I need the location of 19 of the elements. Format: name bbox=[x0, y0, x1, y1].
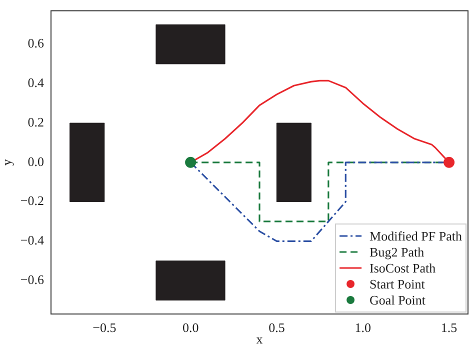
y-tick-label: 0.4 bbox=[28, 75, 44, 90]
x-tick-label: 1.5 bbox=[440, 320, 458, 336]
legend-label: Start Point bbox=[370, 276, 426, 292]
legend-label: Bug2 Path bbox=[370, 244, 425, 260]
y-axis-title: y bbox=[0, 158, 14, 166]
y-tick-label: 0.0 bbox=[28, 154, 44, 169]
x-tick-label: −0.5 bbox=[92, 320, 116, 336]
x-axis-title: x bbox=[256, 332, 264, 347]
y-tick-label: −0.2 bbox=[20, 193, 44, 208]
x-tick-label: 0.0 bbox=[182, 320, 199, 336]
y-tick-label: 0.6 bbox=[28, 36, 44, 51]
legend-label: Modified PF Path bbox=[370, 228, 462, 244]
legend-label: IsoCost Path bbox=[370, 260, 436, 276]
y-tick-label: −0.6 bbox=[20, 272, 44, 287]
legend-label: Goal Point bbox=[370, 292, 426, 308]
x-tick-label: 0.5 bbox=[268, 320, 285, 336]
y-tick-label: −0.4 bbox=[20, 232, 44, 248]
y-tick-label: 0.2 bbox=[28, 114, 44, 130]
x-tick-label: 1.0 bbox=[354, 320, 372, 336]
